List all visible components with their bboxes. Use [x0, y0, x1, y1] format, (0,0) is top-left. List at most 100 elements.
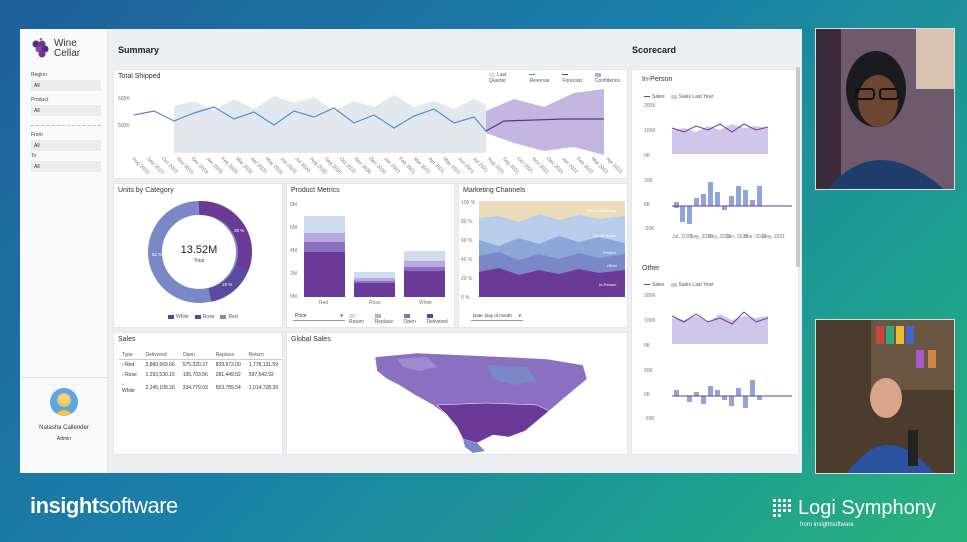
region-select[interactable]: All: [31, 80, 101, 91]
donut-slice-white: [198, 200, 253, 271]
band-label: In-Person: [599, 282, 616, 287]
table-cell: 839,973.00: [215, 362, 241, 368]
bar-rose[interactable]: [354, 272, 395, 297]
column-header[interactable]: Type: [118, 351, 142, 360]
column-header[interactable]: Open: [178, 351, 212, 360]
x-tick: Jan, 2021: [726, 234, 748, 240]
sales-last-year-area: [672, 124, 768, 154]
expand-icon[interactable]: ›: [122, 382, 124, 388]
total-shipped-legend: Last Quarter Revenue Forecast Confidence: [489, 72, 627, 84]
global-sales-title: Global Sales: [291, 336, 331, 343]
total-shipped-title: Total Shipped: [118, 73, 161, 80]
table-row[interactable]: › Red 3,860,569.66 575,320.37 839,973.00…: [118, 360, 282, 371]
column-header[interactable]: Return: [244, 351, 282, 360]
table-cell: 597,542.52: [248, 372, 274, 378]
donut-slice-rose: [208, 265, 249, 302]
from-select[interactable]: All: [31, 140, 101, 151]
bar-white[interactable]: [404, 251, 445, 297]
expand-icon[interactable]: ›: [122, 362, 124, 368]
insightsoftware-logo: insightsoftware: [30, 493, 178, 519]
logo-text-wine: Wine: [54, 38, 77, 49]
user-role: Admin: [56, 436, 72, 442]
table-row[interactable]: › White 2,245,108.30 334,779.03 503,789.…: [118, 380, 282, 396]
slice-label-rose: 18 %: [222, 282, 232, 287]
logo-text-cellar: Cellar: [54, 48, 81, 59]
legend-sales: Sales: [652, 94, 665, 100]
region-label: Region: [31, 72, 47, 78]
legend-sales-last-year: Sales Last Year: [678, 94, 714, 100]
to-label: To: [31, 153, 37, 159]
webcam-feed-presenter-1: [815, 28, 955, 190]
expand-icon[interactable]: ›: [122, 372, 124, 378]
legend-confidence: Confidence: [594, 78, 621, 84]
table-cell: 334,779.03: [182, 385, 208, 391]
price-dropdown[interactable]: Price ▾: [293, 312, 345, 321]
y-tick: -20K: [644, 226, 655, 232]
scorecard-legend: Sales Sales Last Year: [644, 94, 713, 100]
x-tick: May, 2021: [762, 234, 785, 240]
y-tick: 4M: [290, 248, 297, 254]
presenter-video: [816, 320, 954, 473]
global-sales-map[interactable]: [287, 345, 629, 455]
legend-rose: Rose: [202, 314, 215, 320]
legend-revenue: Revenue: [529, 78, 550, 84]
y-tick: 20K: [644, 178, 654, 184]
logi-symphony-icon: [773, 499, 791, 517]
table-cell: 503,789.54: [215, 385, 241, 391]
product-select[interactable]: All: [31, 105, 101, 116]
confidence-band: [486, 89, 604, 155]
map-usa-states[interactable]: [436, 402, 550, 444]
y-tick: 200K: [644, 293, 656, 299]
table-row[interactable]: › Rose 1,293,530.15 195,703.56 281,449.5…: [118, 370, 282, 380]
map-region[interactable]: [487, 365, 537, 385]
scorecard-section-title: Other: [642, 265, 660, 272]
legend-white: White: [176, 314, 189, 320]
chevron-down-icon: ▾: [518, 313, 521, 318]
total-shipped-card: Total Shipped Last Quarter Revenue Forec…: [113, 69, 628, 179]
band-label: Social Media: [593, 233, 617, 238]
scorecard-legend: Sales Sales Last Year: [644, 282, 713, 288]
legend-forecast: Forecast: [562, 78, 582, 84]
other-charts: 200K 100K 0K 50K 0K -50K: [644, 293, 792, 422]
in-person-charts: 200K 100K 0K 20K 0K -20K Jul, 2020 Sep, …: [644, 103, 792, 240]
map-mexico[interactable]: [463, 439, 485, 453]
table-cell: 1,014,728.39: [248, 385, 278, 391]
table-cell: Rose: [125, 372, 137, 378]
y-tick: -50K: [644, 416, 655, 422]
band-label: Print Advertising: [587, 208, 616, 213]
user-profile[interactable]: Natasha Callender Admin: [20, 377, 108, 473]
product-metrics-chart: 8M 6M 4M 2M 0M Red Rose White: [290, 202, 445, 306]
y-tick: 0K: [644, 202, 651, 208]
last-quarter-area: [174, 95, 486, 153]
slice-label-white: 30 %: [234, 228, 244, 233]
to-select[interactable]: All: [31, 161, 101, 172]
y-tick: 60 %: [461, 238, 473, 244]
scorecard-scrollbar[interactable]: [796, 67, 800, 267]
donut-center-label: Total: [194, 258, 205, 264]
table-cell: 575,320.37: [182, 362, 208, 368]
x-tick: Nov, 2020: [708, 234, 731, 240]
presenter-video: [816, 29, 954, 189]
brand-left-bold: insight: [30, 493, 99, 518]
y-tick: 0 %: [461, 295, 470, 301]
y-tick: 6M: [290, 225, 297, 231]
band-label: Printed: [603, 250, 616, 255]
column-header[interactable]: Replace: [211, 351, 245, 360]
table-cell: 195,703.56: [182, 372, 208, 378]
y-tick: 100 %: [461, 200, 476, 206]
bar-red[interactable]: [304, 216, 345, 297]
x-tick: Red: [319, 300, 328, 306]
chevron-down-icon: ▾: [340, 313, 343, 319]
date-dropdown[interactable]: Date: Day of month ▾: [471, 312, 523, 321]
slice-label-red: 52 %: [152, 252, 162, 257]
legend-sales: Sales: [652, 282, 665, 288]
table-cell: 1,293,530.15: [145, 372, 175, 378]
y-tick: 500K: [118, 123, 130, 129]
map-region[interactable]: [397, 357, 437, 371]
legend-last-quarter: Last Quarter: [489, 72, 507, 84]
column-header[interactable]: Delivered: [141, 351, 179, 360]
avatar[interactable]: [50, 388, 78, 416]
y-tick: 0M: [290, 294, 297, 300]
y-tick: 8M: [290, 202, 297, 208]
y-tick: 200K: [644, 103, 656, 109]
